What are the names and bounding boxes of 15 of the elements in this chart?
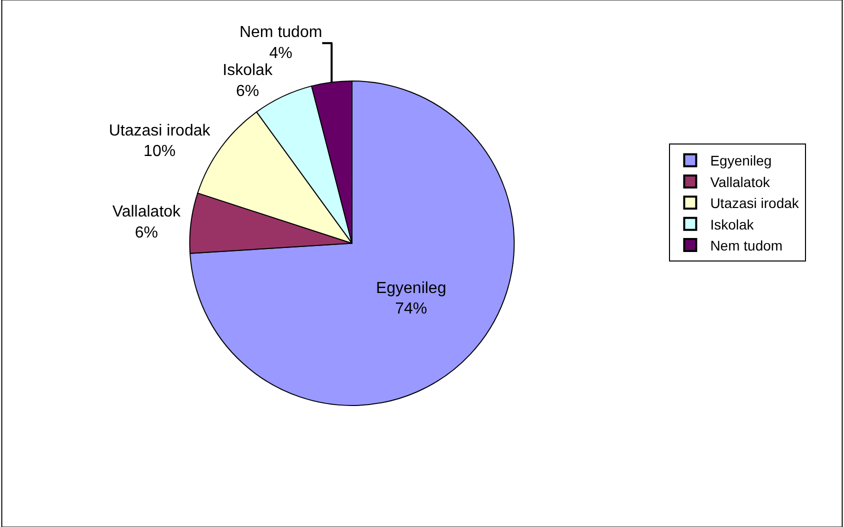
- slice-label: Vallalatok: [112, 204, 182, 221]
- data-label: 10%: [144, 143, 176, 160]
- slice-label: Utazasi irodak: [108, 122, 212, 140]
- slice-label: Egyenileg: [376, 280, 446, 297]
- data-label: 74%: [395, 300, 428, 318]
- legend-label: Nem tudom: [710, 238, 783, 254]
- slice-label: Nem tudom: [239, 24, 322, 42]
- legend-label: Iskolak: [710, 216, 755, 232]
- data-label: 6%: [134, 224, 158, 242]
- slice-label: Iskolak: [222, 62, 274, 80]
- legend-label: Egyenileg: [710, 152, 772, 169]
- legend-label: Vallalatok: [710, 174, 771, 190]
- data-label: 4%: [269, 45, 292, 62]
- data-label: 6%: [236, 82, 260, 100]
- legend-label: Utazasi irodak: [710, 195, 800, 212]
